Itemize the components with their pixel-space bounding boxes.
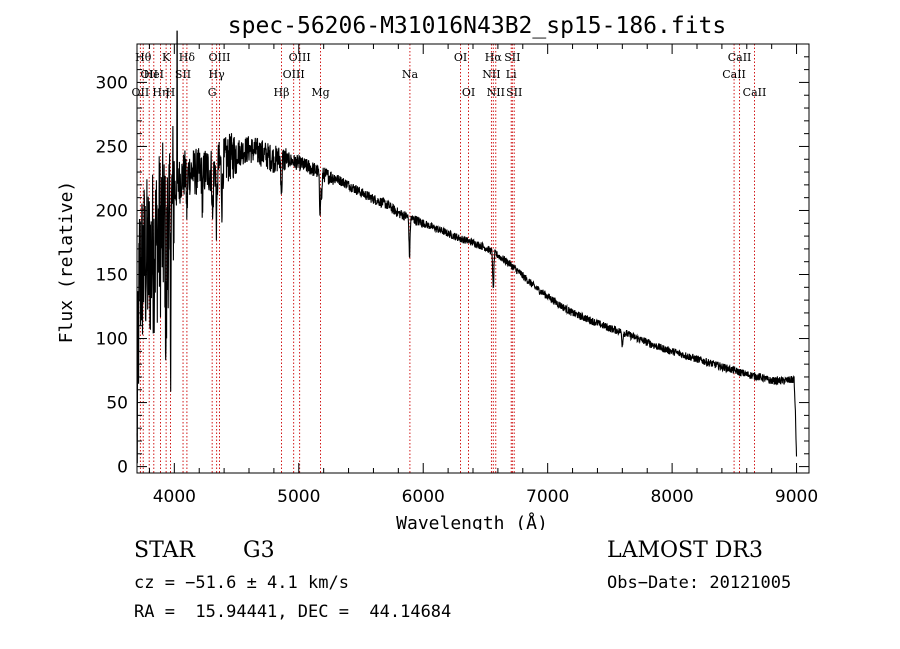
- x-tick-label: 4000: [153, 487, 196, 507]
- line-marker-label: Hδ: [179, 51, 196, 64]
- line-marker-label: OI: [462, 86, 475, 99]
- y-axis-label: Flux (relative): [56, 181, 77, 344]
- line-marker-label: OIII: [289, 51, 311, 64]
- line-marker-labels: OIIHθOIIHeIHηKHSIIHδGHγOIIIHβOIIIOIIIMgN…: [132, 51, 767, 99]
- line-marker-label: HeI: [144, 68, 164, 81]
- x-tick-label: 7000: [526, 487, 569, 507]
- line-marker-label: Na: [402, 68, 419, 81]
- line-marker-label: SII: [175, 68, 191, 81]
- y-tick-label: 200: [96, 201, 128, 221]
- line-marker-label: Hθ: [135, 51, 152, 64]
- x-tick-label: 9000: [775, 487, 818, 507]
- line-marker-label: Li: [506, 68, 517, 81]
- x-tick-label: 6000: [402, 487, 445, 507]
- line-marker-label: OII: [132, 86, 150, 99]
- object-class: STAR: [134, 538, 195, 563]
- line-marker-label: OIII: [208, 51, 230, 64]
- spectrum-chart: spec-56206-M31016N43B2_sp15-186.fits OII…: [56, 13, 818, 530]
- line-marker-label: OIII: [283, 68, 305, 81]
- line-marker-label: G: [208, 86, 217, 99]
- redshift-value: cz = −51.6 ± 4.1 km/s: [134, 573, 349, 593]
- line-marker-label: Hγ: [209, 68, 226, 81]
- y-tick-label: 150: [96, 266, 128, 286]
- observation-date: Obs−Date: 20121005: [607, 573, 792, 593]
- x-tick-label: 8000: [650, 487, 693, 507]
- line-marker-label: K: [162, 51, 171, 64]
- survey-name: LAMOST DR3: [607, 538, 763, 563]
- line-marker-label: CaII: [743, 86, 767, 99]
- line-markers: [139, 44, 755, 473]
- line-marker-label: OII: [140, 68, 158, 81]
- coordinates: RA = 15.94441, DEC = 44.14684: [134, 602, 452, 622]
- x-axis-label: Wavelength (Å): [396, 512, 548, 530]
- y-tick-label: 0: [117, 458, 128, 478]
- line-marker-label: NII: [487, 86, 505, 99]
- y-axis: 0 50 100 150 200 250 300: [96, 56, 809, 478]
- line-marker-label: H: [166, 86, 176, 99]
- line-marker-label: Hη: [152, 86, 168, 99]
- object-subclass: G3: [243, 538, 275, 563]
- line-marker-label: NII: [482, 68, 500, 81]
- line-marker-label: Hα: [485, 51, 503, 64]
- y-tick-label: 50: [106, 394, 128, 414]
- line-marker-label: SII: [504, 51, 520, 64]
- line-marker-label: Hβ: [274, 86, 290, 99]
- y-tick-label: 100: [96, 330, 128, 350]
- line-marker-label: CaII: [722, 68, 746, 81]
- line-marker-label: CaII: [728, 51, 752, 64]
- x-tick-label: 5000: [277, 487, 320, 507]
- y-tick-label: 250: [96, 137, 128, 157]
- x-axis: 4000 5000 6000 7000 8000 9000: [148, 44, 818, 507]
- line-marker-label: SII: [506, 86, 522, 99]
- spectrum-line: [136, 30, 798, 464]
- line-marker-label: OI: [454, 51, 467, 64]
- y-tick-label: 300: [96, 73, 128, 93]
- line-marker-label: Mg: [311, 86, 329, 99]
- plot-frame: [136, 43, 810, 474]
- chart-title: spec-56206-M31016N43B2_sp15-186.fits: [228, 13, 727, 39]
